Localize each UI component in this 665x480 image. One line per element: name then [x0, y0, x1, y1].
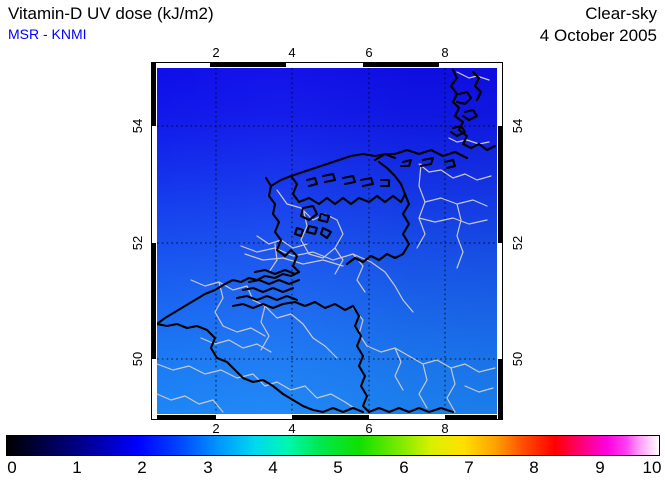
lat-tick-left-54: 54: [130, 118, 146, 134]
page-title: Vitamin-D UV dose (kJ/m2): [8, 4, 214, 23]
colorbar-group: 0 1 2 3 4 5 6 7 8 9 10: [0, 432, 665, 480]
colorbar-tick-5: 5: [333, 458, 343, 477]
colorbar-tick-6: 6: [399, 458, 409, 477]
lon-tick-top-4: 4: [288, 45, 296, 60]
lon-tick-bottom-6: 6: [365, 421, 373, 436]
colorbar-tick-labels: 0 1 2 3 4 5 6 7 8 9 10: [0, 458, 665, 480]
lat-tick-left-50: 50: [130, 351, 146, 367]
lon-tick-top-6: 6: [365, 45, 373, 60]
uv-dose-colorbar: [6, 435, 660, 456]
uv-dose-map: 2 4 6 8 2 4 6 8 54 52 50 54 52 50: [130, 46, 525, 436]
colorbar-tick-3: 3: [203, 458, 213, 477]
administrative-borders: [157, 71, 496, 413]
map-frame-right: [497, 62, 503, 420]
lat-tick-left-52: 52: [130, 235, 146, 251]
colorbar-tick-9: 9: [595, 458, 605, 477]
lat-tick-right-52: 52: [510, 235, 526, 251]
lon-tick-top-8: 8: [441, 45, 449, 60]
lon-tick-bottom-8: 8: [441, 421, 449, 436]
lon-tick-bottom-4: 4: [288, 421, 296, 436]
map-frame-left: [151, 62, 157, 420]
coastlines: [157, 68, 497, 414]
colorbar-tick-2: 2: [137, 458, 147, 477]
colorbar-tick-4: 4: [268, 458, 278, 477]
map-vector-overlay: [157, 68, 497, 414]
map-frame-bottom: [151, 414, 503, 420]
lon-tick-bottom-2: 2: [212, 421, 220, 436]
colorbar-tick-7: 7: [464, 458, 474, 477]
data-source-label: MSR - KNMI: [8, 26, 87, 42]
lat-tick-right-50: 50: [510, 351, 526, 367]
colorbar-tick-8: 8: [529, 458, 539, 477]
map-frame-top: [151, 62, 503, 68]
colorbar-tick-0: 0: [7, 458, 17, 477]
colorbar-tick-1: 1: [72, 458, 82, 477]
map-plot-area: [157, 68, 497, 414]
graticule: [157, 68, 497, 414]
lon-tick-top-2: 2: [212, 45, 220, 60]
lat-tick-right-54: 54: [510, 118, 526, 134]
date-label: 4 October 2005: [539, 26, 657, 45]
sky-condition-label: Clear-sky: [585, 4, 657, 23]
colorbar-tick-10: 10: [642, 458, 662, 477]
